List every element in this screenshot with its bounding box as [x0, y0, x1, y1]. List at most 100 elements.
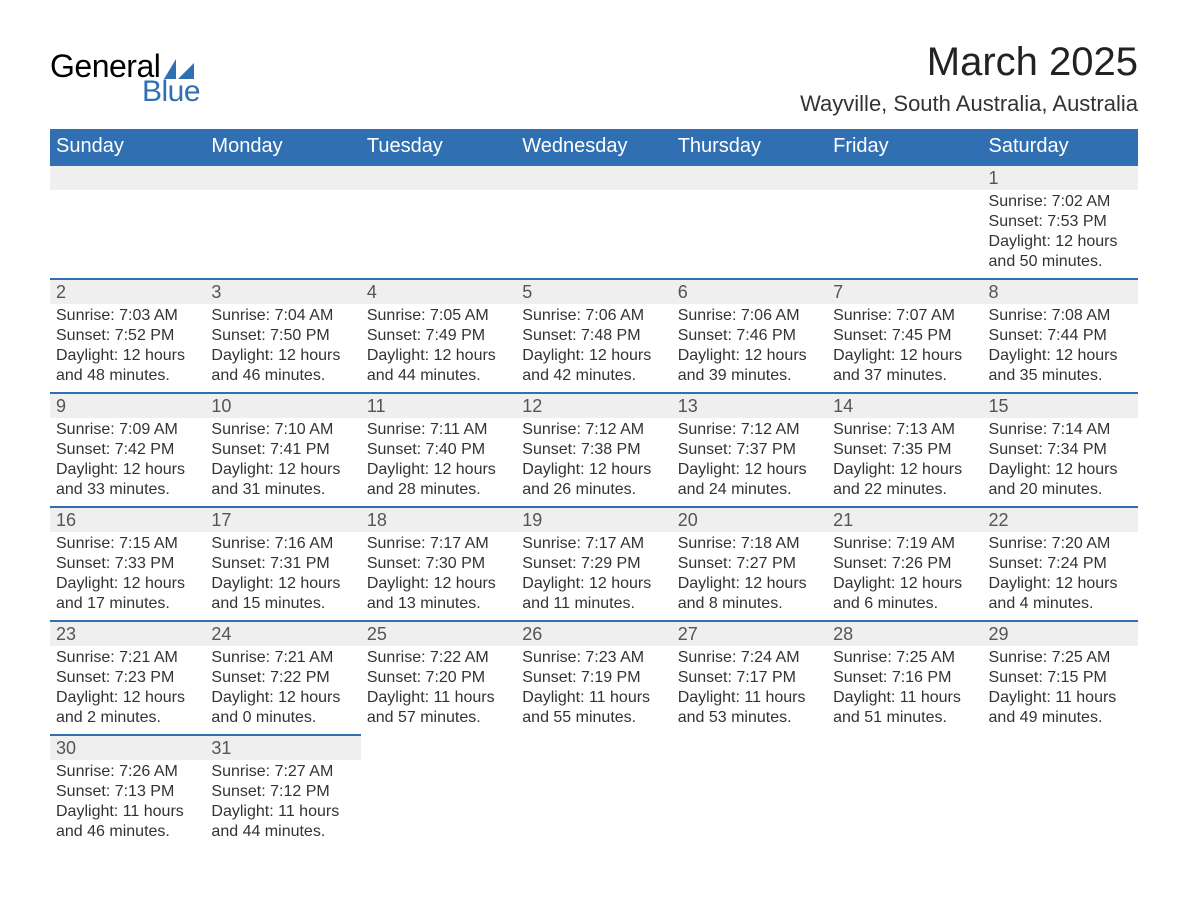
day-number: 20 — [672, 507, 827, 532]
day-details: Sunrise: 7:16 AMSunset: 7:31 PMDaylight:… — [205, 532, 360, 621]
sunrise-line: Sunrise: 7:09 AM — [56, 420, 199, 440]
day-number: 15 — [983, 393, 1138, 418]
header: General Blue March 2025 Wayville, South … — [50, 40, 1138, 117]
daylight-line: Daylight: 12 hours and 22 minutes. — [833, 460, 976, 500]
sunrise-line: Sunrise: 7:03 AM — [56, 306, 199, 326]
daynum-row: 2345678 — [50, 279, 1138, 304]
day-details — [827, 190, 982, 279]
daylight-line: Daylight: 12 hours and 44 minutes. — [367, 346, 510, 386]
day-details: Sunrise: 7:18 AMSunset: 7:27 PMDaylight:… — [672, 532, 827, 621]
daylight-line: Daylight: 12 hours and 2 minutes. — [56, 688, 199, 728]
sunrise-line: Sunrise: 7:13 AM — [833, 420, 976, 440]
sunrise-line: Sunrise: 7:12 AM — [522, 420, 665, 440]
day-number — [827, 165, 982, 190]
sunrise-line: Sunrise: 7:05 AM — [367, 306, 510, 326]
daylight-line: Daylight: 12 hours and 33 minutes. — [56, 460, 199, 500]
title-wrap: March 2025 Wayville, South Australia, Au… — [800, 40, 1138, 117]
day-details — [205, 190, 360, 279]
day-number — [672, 735, 827, 760]
day-number: 11 — [361, 393, 516, 418]
sunrise-line: Sunrise: 7:12 AM — [678, 420, 821, 440]
day-number — [361, 735, 516, 760]
day-details: Sunrise: 7:03 AMSunset: 7:52 PMDaylight:… — [50, 304, 205, 393]
day-number — [361, 165, 516, 190]
sunrise-line: Sunrise: 7:08 AM — [989, 306, 1132, 326]
day-details — [516, 190, 671, 279]
day-number: 24 — [205, 621, 360, 646]
sunset-line: Sunset: 7:34 PM — [989, 440, 1132, 460]
weekday-header: Thursday — [672, 129, 827, 165]
detail-row: Sunrise: 7:21 AMSunset: 7:23 PMDaylight:… — [50, 646, 1138, 735]
location: Wayville, South Australia, Australia — [800, 91, 1138, 117]
sunrise-line: Sunrise: 7:16 AM — [211, 534, 354, 554]
sunset-line: Sunset: 7:45 PM — [833, 326, 976, 346]
daylight-line: Daylight: 12 hours and 4 minutes. — [989, 574, 1132, 614]
detail-row: Sunrise: 7:03 AMSunset: 7:52 PMDaylight:… — [50, 304, 1138, 393]
daylight-line: Daylight: 11 hours and 53 minutes. — [678, 688, 821, 728]
day-number: 14 — [827, 393, 982, 418]
sunrise-line: Sunrise: 7:06 AM — [678, 306, 821, 326]
daylight-line: Daylight: 12 hours and 35 minutes. — [989, 346, 1132, 386]
day-details: Sunrise: 7:17 AMSunset: 7:29 PMDaylight:… — [516, 532, 671, 621]
sunset-line: Sunset: 7:48 PM — [522, 326, 665, 346]
day-number: 30 — [50, 735, 205, 760]
sunrise-line: Sunrise: 7:27 AM — [211, 762, 354, 782]
daylight-line: Daylight: 12 hours and 46 minutes. — [211, 346, 354, 386]
daylight-line: Daylight: 12 hours and 20 minutes. — [989, 460, 1132, 500]
day-number: 18 — [361, 507, 516, 532]
day-number: 21 — [827, 507, 982, 532]
sunrise-line: Sunrise: 7:17 AM — [367, 534, 510, 554]
day-number: 16 — [50, 507, 205, 532]
month-title: March 2025 — [800, 40, 1138, 85]
sunset-line: Sunset: 7:13 PM — [56, 782, 199, 802]
sunrise-line: Sunrise: 7:10 AM — [211, 420, 354, 440]
day-number: 4 — [361, 279, 516, 304]
sunset-line: Sunset: 7:38 PM — [522, 440, 665, 460]
daylight-line: Daylight: 12 hours and 37 minutes. — [833, 346, 976, 386]
day-details: Sunrise: 7:26 AMSunset: 7:13 PMDaylight:… — [50, 760, 205, 848]
daylight-line: Daylight: 12 hours and 0 minutes. — [211, 688, 354, 728]
day-number — [983, 735, 1138, 760]
day-details: Sunrise: 7:23 AMSunset: 7:19 PMDaylight:… — [516, 646, 671, 735]
day-details: Sunrise: 7:08 AMSunset: 7:44 PMDaylight:… — [983, 304, 1138, 393]
daynum-row: 3031 — [50, 735, 1138, 760]
day-number: 28 — [827, 621, 982, 646]
day-details: Sunrise: 7:12 AMSunset: 7:38 PMDaylight:… — [516, 418, 671, 507]
day-number — [516, 735, 671, 760]
sunrise-line: Sunrise: 7:20 AM — [989, 534, 1132, 554]
day-number: 6 — [672, 279, 827, 304]
day-number: 23 — [50, 621, 205, 646]
sunset-line: Sunset: 7:49 PM — [367, 326, 510, 346]
day-number — [672, 165, 827, 190]
day-number: 19 — [516, 507, 671, 532]
daynum-row: 9101112131415 — [50, 393, 1138, 418]
day-number: 8 — [983, 279, 1138, 304]
sunrise-line: Sunrise: 7:25 AM — [833, 648, 976, 668]
daylight-line: Daylight: 12 hours and 50 minutes. — [989, 232, 1132, 272]
daylight-line: Daylight: 12 hours and 17 minutes. — [56, 574, 199, 614]
day-details — [827, 760, 982, 848]
sunset-line: Sunset: 7:22 PM — [211, 668, 354, 688]
sunset-line: Sunset: 7:53 PM — [989, 212, 1132, 232]
day-details: Sunrise: 7:15 AMSunset: 7:33 PMDaylight:… — [50, 532, 205, 621]
detail-row: Sunrise: 7:09 AMSunset: 7:42 PMDaylight:… — [50, 418, 1138, 507]
day-details: Sunrise: 7:27 AMSunset: 7:12 PMDaylight:… — [205, 760, 360, 848]
day-details: Sunrise: 7:20 AMSunset: 7:24 PMDaylight:… — [983, 532, 1138, 621]
logo-text-blue: Blue — [142, 75, 200, 109]
day-number: 27 — [672, 621, 827, 646]
daylight-line: Daylight: 11 hours and 44 minutes. — [211, 802, 354, 842]
sunset-line: Sunset: 7:27 PM — [678, 554, 821, 574]
day-number: 9 — [50, 393, 205, 418]
day-number: 26 — [516, 621, 671, 646]
sunset-line: Sunset: 7:31 PM — [211, 554, 354, 574]
day-number: 7 — [827, 279, 982, 304]
day-number: 31 — [205, 735, 360, 760]
sunset-line: Sunset: 7:42 PM — [56, 440, 199, 460]
daylight-line: Daylight: 12 hours and 8 minutes. — [678, 574, 821, 614]
day-details: Sunrise: 7:25 AMSunset: 7:15 PMDaylight:… — [983, 646, 1138, 735]
detail-row: Sunrise: 7:02 AMSunset: 7:53 PMDaylight:… — [50, 190, 1138, 279]
sunrise-line: Sunrise: 7:02 AM — [989, 192, 1132, 212]
sunrise-line: Sunrise: 7:18 AM — [678, 534, 821, 554]
daynum-row: 23242526272829 — [50, 621, 1138, 646]
day-details: Sunrise: 7:25 AMSunset: 7:16 PMDaylight:… — [827, 646, 982, 735]
